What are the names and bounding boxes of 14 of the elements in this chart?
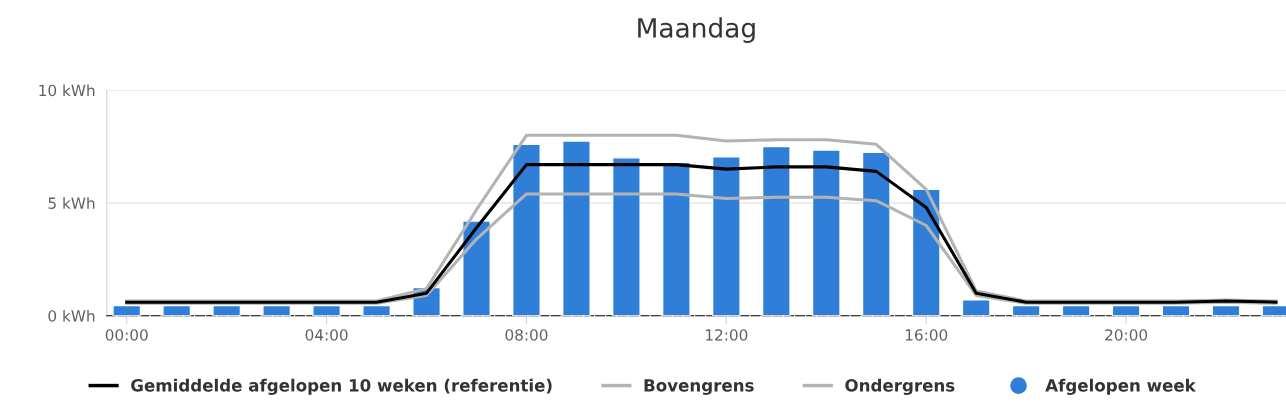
x-tick-label: 00:00 [105,329,148,341]
legend-label: Ondergrens [845,378,955,395]
x-tick-label: 16:00 [905,329,948,341]
x-tick-label: 04:00 [305,329,348,341]
y-tick-label: 0 kWh [48,309,95,322]
y-tick-label: 5 kWh [48,197,95,209]
x-tick-label: 20:00 [1105,329,1148,341]
x-tick-label: 08:00 [505,329,548,341]
legend-label: Bovengrens [644,379,754,395]
x-tick-label: 12:00 [706,329,748,341]
legend-label: Gemiddelde afgelopen 10 weken (referentie) [131,378,552,395]
y-tick-label: 10 kWh [39,84,95,97]
chart-title: Maandag [638,17,755,43]
legend-label: Afgelopen week [1045,378,1197,395]
